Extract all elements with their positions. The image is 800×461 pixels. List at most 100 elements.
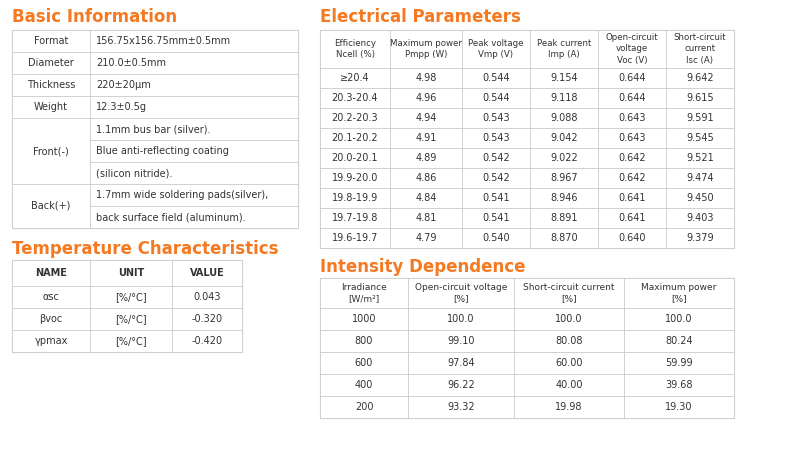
Bar	[90, 260, 172, 286]
Text: 40.00: 40.00	[555, 380, 582, 390]
Text: 0.641: 0.641	[618, 193, 646, 203]
Bar	[530, 30, 598, 68]
Bar	[408, 330, 514, 352]
Text: Blue anti-reflecting coating: Blue anti-reflecting coating	[96, 146, 229, 156]
Bar	[514, 330, 624, 352]
Text: back surface field (aluminum).: back surface field (aluminum).	[96, 212, 246, 222]
Bar	[320, 396, 408, 418]
Text: 100.0: 100.0	[447, 314, 474, 324]
Text: Thickness: Thickness	[27, 80, 75, 90]
Text: UNIT: UNIT	[118, 268, 144, 278]
Bar	[514, 278, 624, 308]
Bar	[390, 208, 462, 228]
Bar	[462, 128, 530, 148]
Bar	[666, 228, 734, 248]
Text: Efficiency
Ncell (%): Efficiency Ncell (%)	[334, 39, 376, 59]
Text: Electrical Parameters: Electrical Parameters	[320, 8, 521, 26]
Bar	[390, 188, 462, 208]
Bar	[90, 162, 298, 184]
Bar	[598, 208, 666, 228]
Bar	[12, 330, 90, 352]
Text: (silicon nitride).: (silicon nitride).	[96, 168, 172, 178]
Text: 99.10: 99.10	[447, 336, 474, 346]
Text: 0.541: 0.541	[482, 213, 510, 223]
Text: 1.1mm bus bar (silver).: 1.1mm bus bar (silver).	[96, 124, 210, 134]
Text: 9.118: 9.118	[550, 93, 578, 103]
Bar	[390, 68, 462, 88]
Text: Open-circuit voltage
[%]: Open-circuit voltage [%]	[415, 283, 507, 303]
Bar	[462, 108, 530, 128]
Bar	[530, 168, 598, 188]
Bar	[408, 278, 514, 308]
Bar	[390, 168, 462, 188]
Bar	[530, 148, 598, 168]
Text: Peak voltage
Vmp (V): Peak voltage Vmp (V)	[468, 39, 524, 59]
Bar	[12, 260, 242, 352]
Bar	[172, 308, 242, 330]
Bar	[90, 184, 298, 206]
Bar	[530, 108, 598, 128]
Text: 0.644: 0.644	[618, 93, 646, 103]
Text: 9.591: 9.591	[686, 113, 714, 123]
Text: 39.68: 39.68	[666, 380, 693, 390]
Text: 1000: 1000	[352, 314, 376, 324]
Bar	[390, 228, 462, 248]
Text: Peak current
Imp (A): Peak current Imp (A)	[537, 39, 591, 59]
Text: 4.91: 4.91	[415, 133, 437, 143]
Bar	[12, 308, 90, 330]
Bar	[408, 396, 514, 418]
Text: [%/°C]: [%/°C]	[115, 336, 147, 346]
Text: 9.521: 9.521	[686, 153, 714, 163]
Text: 20.1-20.2: 20.1-20.2	[332, 133, 378, 143]
Bar	[90, 30, 298, 52]
Bar	[320, 108, 390, 128]
Text: VALUE: VALUE	[190, 268, 224, 278]
Bar	[90, 52, 298, 74]
Text: Format: Format	[34, 36, 68, 46]
Bar	[666, 88, 734, 108]
Text: 19.30: 19.30	[666, 402, 693, 412]
Text: 210.0±0.5mm: 210.0±0.5mm	[96, 58, 166, 68]
Text: Open-circuit
voltage
Voc (V): Open-circuit voltage Voc (V)	[606, 33, 658, 65]
Text: 80.08: 80.08	[555, 336, 582, 346]
Bar	[462, 228, 530, 248]
Text: 8.946: 8.946	[550, 193, 578, 203]
Bar	[320, 148, 390, 168]
Text: 0.642: 0.642	[618, 153, 646, 163]
Bar	[408, 308, 514, 330]
Text: 4.96: 4.96	[415, 93, 437, 103]
Bar	[462, 188, 530, 208]
Text: 0.643: 0.643	[618, 133, 646, 143]
Text: 0.640: 0.640	[618, 233, 646, 243]
Text: 20.0-20.1: 20.0-20.1	[332, 153, 378, 163]
Text: 93.32: 93.32	[447, 402, 475, 412]
Text: 97.84: 97.84	[447, 358, 475, 368]
Text: NAME: NAME	[35, 268, 67, 278]
Text: 4.89: 4.89	[415, 153, 437, 163]
Bar	[530, 228, 598, 248]
Text: 220±20μm: 220±20μm	[96, 80, 150, 90]
Bar	[666, 208, 734, 228]
Bar	[90, 118, 298, 140]
Text: Temperature Characteristics: Temperature Characteristics	[12, 240, 278, 258]
Bar	[320, 278, 734, 418]
Text: -0.420: -0.420	[191, 336, 222, 346]
Bar	[514, 374, 624, 396]
Bar	[624, 352, 734, 374]
Text: 800: 800	[355, 336, 373, 346]
Bar	[666, 68, 734, 88]
Bar	[320, 330, 408, 352]
Text: 400: 400	[355, 380, 373, 390]
Bar	[12, 52, 90, 74]
Text: Diameter: Diameter	[28, 58, 74, 68]
Bar	[514, 308, 624, 330]
Bar	[320, 352, 408, 374]
Text: Maximum power
[%]: Maximum power [%]	[642, 283, 717, 303]
Bar	[12, 118, 90, 184]
Text: 4.98: 4.98	[415, 73, 437, 83]
Text: 20.3-20.4: 20.3-20.4	[332, 93, 378, 103]
Text: [%/°C]: [%/°C]	[115, 292, 147, 302]
Text: 1.7mm wide soldering pads(silver),: 1.7mm wide soldering pads(silver),	[96, 190, 268, 200]
Text: 9.642: 9.642	[686, 73, 714, 83]
Text: Short-circuit current
[%]: Short-circuit current [%]	[523, 283, 614, 303]
